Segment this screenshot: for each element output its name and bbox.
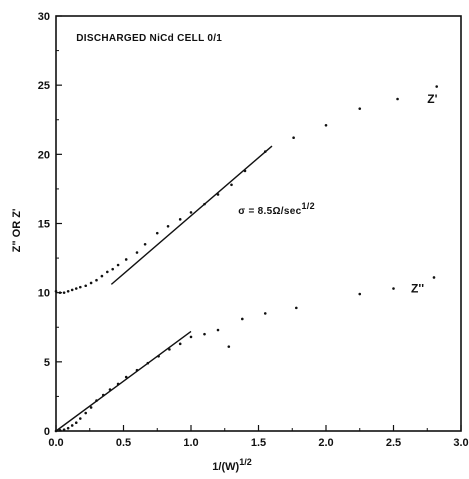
fit-line-z-double-prime — [55, 330, 192, 432]
series-label-z-double-prime: Z'' — [411, 282, 424, 296]
data-point-z-double-prime — [168, 348, 171, 351]
data-point-z-prime — [79, 285, 82, 289]
data-point-z-prime — [54, 289, 58, 293]
data-point-z-double-prime — [58, 429, 62, 432]
data-point-z-double-prime — [108, 388, 112, 391]
data-point-z-double-prime — [66, 426, 70, 430]
data-point-z-prime — [116, 263, 120, 267]
data-point-z-prime — [106, 270, 109, 274]
data-point-z-double-prime — [124, 375, 128, 379]
data-point-z-prime — [263, 150, 267, 153]
x-tick-label: 1.0 — [183, 437, 198, 449]
data-point-z-double-prime — [216, 328, 220, 332]
data-point-z-prime — [84, 284, 87, 288]
x-tick-label: 2.0 — [318, 437, 333, 449]
data-point-z-double-prime — [54, 429, 58, 433]
y-tick-label: 20 — [38, 149, 50, 161]
data-point-z-prime — [216, 193, 220, 196]
chart-annotation-title: DISCHARGED NiCd CELL 0/1 — [76, 33, 222, 44]
data-point-z-prime — [358, 107, 362, 110]
data-point-z-double-prime — [227, 345, 231, 348]
sigma-annotation: σ = 8.5Ω/sec1/2 — [238, 201, 315, 217]
y-tick-label: 25 — [38, 80, 50, 92]
data-point-z-double-prime — [178, 342, 182, 346]
sigma-exponent: 1/2 — [301, 201, 314, 211]
data-point-group — [54, 85, 439, 433]
data-point-z-double-prime — [241, 317, 244, 321]
y-tick-label: 30 — [38, 11, 50, 23]
data-point-z-prime — [178, 218, 182, 221]
data-point-z-prime — [89, 281, 93, 285]
fit-line-group — [55, 145, 273, 432]
data-point-z-double-prime — [95, 399, 98, 402]
x-tick-label: 0.0 — [48, 437, 63, 449]
data-point-z-double-prime — [84, 411, 87, 415]
x-tick-label: 0.5 — [116, 437, 131, 449]
data-point-z-prime — [111, 267, 114, 271]
tick-label-group: 0.0 0.5 1.0 1.5 2.0 2.5 3.0 0 5 10 15 20 25 30 — [38, 11, 469, 449]
x-tick-label: 2.5 — [386, 437, 401, 449]
data-point-z-prime — [435, 85, 439, 88]
data-point-z-prime — [143, 242, 147, 246]
y-tick-label: 15 — [38, 219, 50, 231]
x-tick-label: 1.5 — [251, 437, 266, 449]
data-point-z-prime — [324, 123, 328, 127]
tick-group — [55, 15, 462, 432]
data-point-z-prime — [166, 224, 170, 228]
fit-line-z-prime — [110, 145, 273, 285]
x-tick-label: 3.0 — [453, 437, 468, 449]
data-point-z-double-prime — [263, 312, 267, 315]
data-point-z-double-prime — [189, 335, 193, 339]
data-point-z-prime — [95, 278, 98, 282]
x-axis-label: 1/(W)1/2 — [212, 457, 251, 473]
data-point-z-double-prime — [101, 393, 105, 397]
data-point-z-prime — [396, 97, 399, 101]
data-point-z-prime — [135, 251, 139, 254]
data-point-z-double-prime — [203, 332, 206, 336]
sigma-annotation-text: σ = 8.5Ω/sec — [238, 206, 301, 217]
data-point-z-prime — [230, 183, 233, 187]
x-axis-label-exponent: 1/2 — [239, 457, 252, 467]
data-point-z-double-prime — [295, 306, 298, 310]
data-point-z-prime — [66, 289, 70, 293]
data-point-z-double-prime — [89, 406, 93, 409]
data-point-z-double-prime — [135, 368, 139, 372]
data-point-z-prime — [70, 288, 74, 292]
data-point-z-prime — [243, 169, 247, 173]
data-point-z-double-prime — [116, 382, 120, 386]
data-point-z-double-prime — [62, 428, 66, 431]
y-axis-label: Z" OR Z' — [11, 208, 23, 252]
data-point-z-prime — [62, 291, 66, 294]
data-point-z-double-prime — [358, 292, 362, 296]
x-axis-label-main: 1/(W) — [212, 461, 239, 473]
data-point-z-prime — [203, 202, 206, 206]
series-label-z-prime: Z' — [427, 92, 437, 106]
plot-frame — [55, 15, 462, 432]
data-point-z-prime — [155, 231, 159, 235]
y-tick-label: 5 — [44, 357, 50, 369]
data-point-z-double-prime — [79, 417, 82, 420]
data-point-z-double-prime — [392, 287, 395, 290]
data-point-z-prime — [74, 287, 78, 290]
data-point-z-prime — [100, 274, 104, 278]
data-point-z-double-prime — [432, 276, 436, 279]
data-point-z-double-prime — [157, 355, 160, 358]
data-point-z-double-prime — [70, 424, 74, 427]
data-point-z-prime — [124, 258, 128, 261]
data-point-z-prime — [58, 291, 62, 294]
data-point-z-double-prime — [146, 361, 150, 365]
y-tick-label: 10 — [38, 288, 50, 300]
y-tick-label: 0 — [44, 426, 50, 438]
data-point-z-double-prime — [74, 421, 78, 425]
data-point-z-prime — [292, 136, 295, 140]
data-point-z-prime — [189, 211, 193, 214]
